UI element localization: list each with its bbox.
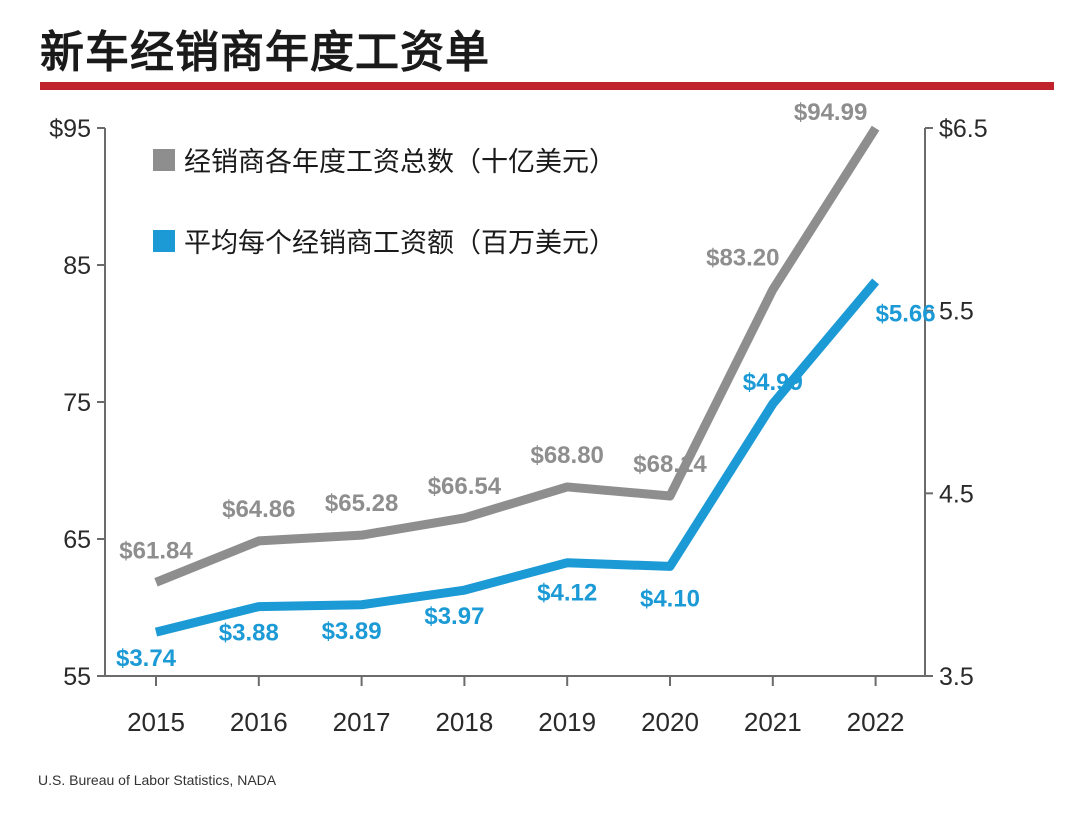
- legend-label-avg: 平均每个经销商工资额（百万美元）: [184, 228, 616, 258]
- legend-swatch-total: [153, 149, 175, 171]
- x-tick-label: 2019: [538, 707, 596, 737]
- data-label-total: $66.54: [428, 473, 502, 500]
- x-tick-label: 2021: [744, 707, 802, 737]
- data-label-total: $61.84: [119, 537, 193, 564]
- data-label-avg: $5.66: [876, 300, 936, 327]
- x-tick-label: 2015: [127, 707, 185, 737]
- data-label-total: $83.20: [706, 245, 779, 272]
- y-left-tick-label: 65: [63, 526, 91, 554]
- x-tick-label: 2016: [230, 707, 288, 737]
- data-label-total: $65.28: [325, 490, 398, 517]
- y-right-tick-label: $6.5: [939, 115, 988, 143]
- y-right-tick-label: 4.5: [939, 480, 974, 508]
- y-left-tick-label: $95: [49, 115, 91, 143]
- y-left-tick-label: 75: [63, 389, 91, 417]
- source-note: U.S. Bureau of Labor Statistics, NADA: [38, 772, 277, 788]
- y-right-tick-label: 3.5: [939, 663, 974, 691]
- chart-series: $61.84 $64.86 $65.28 $66.54 $68.80 $68.14 $83.…: [116, 99, 936, 672]
- y-left-tick-label: 85: [63, 252, 91, 280]
- title-rule: [40, 82, 1054, 90]
- data-label-avg: $3.88: [219, 620, 279, 647]
- y-right-tick-label: 5.5: [939, 298, 974, 326]
- data-label-total: $68.14: [633, 451, 707, 478]
- series-line-total: [154, 125, 880, 587]
- x-tick-label: 2020: [641, 707, 699, 737]
- chart-axes: 55 65 75 85 $95 3.5 4.5 5.5 $6.5 2015 2016 2017 2018…: [49, 115, 987, 737]
- x-tick-label: 2022: [847, 707, 905, 737]
- y-left-tick-label: 55: [63, 663, 91, 691]
- legend-swatch-avg: [153, 230, 175, 252]
- x-tick-label: 2018: [435, 707, 493, 737]
- data-label-total: $94.99: [794, 99, 867, 126]
- legend-label-total: 经销商各年度工资总数（十亿美元）: [184, 147, 616, 177]
- data-label-avg: $4.10: [640, 585, 700, 612]
- page-title: 新车经销商年度工资单: [40, 27, 490, 78]
- data-label-total: $68.80: [530, 442, 603, 469]
- x-tick-label: 2017: [333, 707, 391, 737]
- data-label-total: $64.86: [222, 496, 295, 523]
- data-label-avg: $4.12: [537, 580, 597, 607]
- data-label-avg: $4.99: [743, 369, 803, 396]
- data-label-avg: $3.97: [424, 603, 484, 630]
- series-line-avg: [154, 278, 880, 637]
- chart-legend: 经销商各年度工资总数（十亿美元） 平均每个经销商工资额（百万美元）: [153, 147, 616, 258]
- data-label-avg: $3.74: [116, 645, 177, 672]
- data-label-avg: $3.89: [322, 618, 382, 645]
